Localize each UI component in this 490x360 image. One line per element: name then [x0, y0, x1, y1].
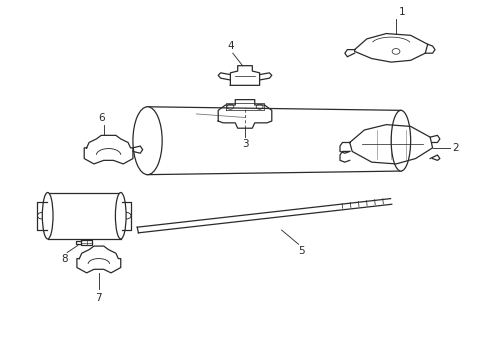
Text: 6: 6 [98, 113, 104, 123]
Text: 2: 2 [452, 143, 459, 153]
Ellipse shape [133, 107, 162, 175]
Text: 4: 4 [227, 41, 234, 51]
Text: 5: 5 [298, 246, 304, 256]
Text: 8: 8 [61, 254, 68, 264]
Text: 3: 3 [242, 139, 248, 149]
Ellipse shape [116, 193, 126, 239]
Text: 1: 1 [398, 8, 405, 18]
Ellipse shape [391, 111, 411, 171]
Text: 7: 7 [96, 293, 102, 302]
Ellipse shape [42, 193, 53, 239]
